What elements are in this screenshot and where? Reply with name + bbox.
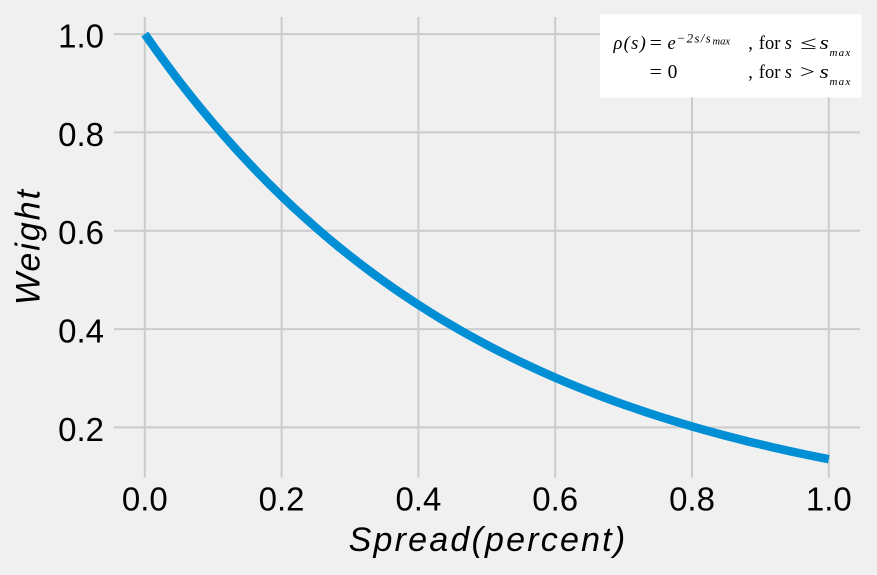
svg-text:Weight: Weight xyxy=(10,188,48,305)
svg-text:s: s xyxy=(785,63,792,83)
svg-text:,: , xyxy=(748,34,753,54)
svg-text:for: for xyxy=(759,63,781,83)
svg-text:for: for xyxy=(759,34,781,54)
svg-text:0.6: 0.6 xyxy=(532,481,578,518)
svg-text:max: max xyxy=(830,47,852,59)
svg-text:0.6: 0.6 xyxy=(58,214,104,251)
svg-text:max: max xyxy=(713,37,731,48)
svg-text:e: e xyxy=(668,34,676,54)
svg-text:0: 0 xyxy=(668,62,678,83)
svg-text:=: = xyxy=(650,63,662,83)
svg-text:s: s xyxy=(785,34,792,54)
svg-text:1.0: 1.0 xyxy=(806,481,852,518)
svg-text:0.2: 0.2 xyxy=(259,481,305,518)
svg-text:1.0: 1.0 xyxy=(58,18,104,55)
svg-text:−2s/s: −2s/s xyxy=(677,31,713,46)
svg-text:,: , xyxy=(748,63,753,83)
svg-text:0.4: 0.4 xyxy=(395,481,441,518)
svg-text:0.8: 0.8 xyxy=(58,116,104,153)
svg-text:0.4: 0.4 xyxy=(58,313,104,350)
svg-text:≤: ≤ xyxy=(800,34,817,54)
svg-text:>: > xyxy=(800,63,815,83)
svg-text:0.8: 0.8 xyxy=(669,481,715,518)
svg-text:Spread(percent): Spread(percent) xyxy=(349,521,628,559)
svg-text:ρ(s): ρ(s) xyxy=(613,34,648,54)
svg-text:s: s xyxy=(820,34,829,54)
svg-text:0.2: 0.2 xyxy=(58,411,104,448)
svg-text:s: s xyxy=(820,63,829,83)
svg-text:max: max xyxy=(830,76,852,88)
svg-text:=: = xyxy=(650,34,662,54)
svg-text:0.0: 0.0 xyxy=(122,481,168,518)
